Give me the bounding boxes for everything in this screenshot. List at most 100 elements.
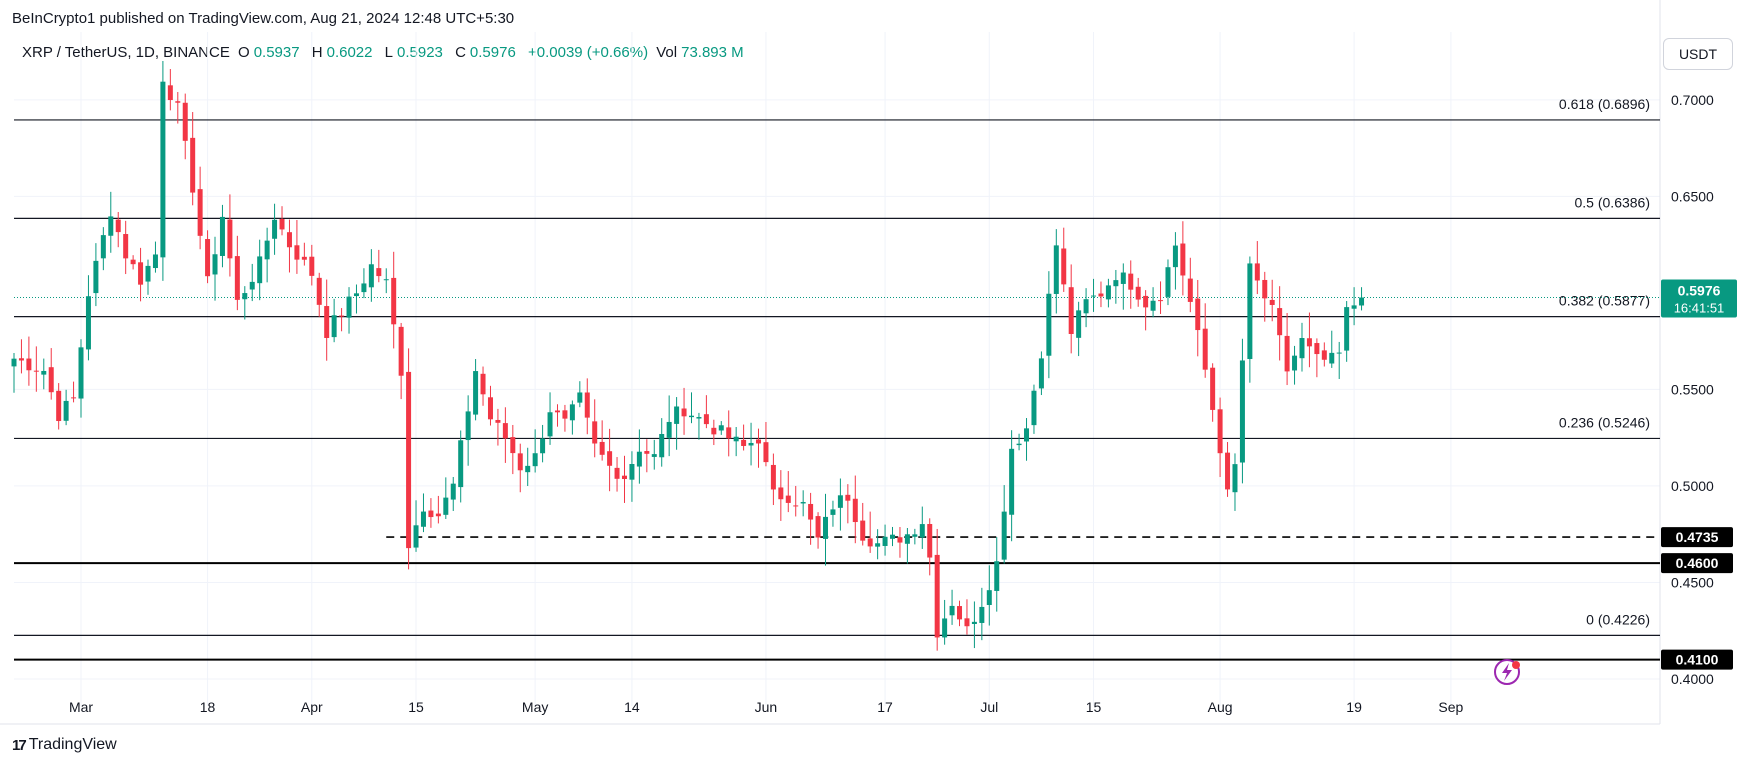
candle-body bbox=[324, 306, 330, 338]
candle-body bbox=[904, 534, 910, 544]
change-value: +0.0039 (+0.66%) bbox=[527, 44, 649, 61]
candle-body bbox=[1336, 352, 1342, 354]
candle-body bbox=[473, 371, 479, 415]
candle-body bbox=[979, 606, 985, 623]
x-tick-label: 18 bbox=[200, 699, 216, 715]
candle-body bbox=[257, 256, 263, 284]
candle-body bbox=[1016, 443, 1022, 446]
candle-body bbox=[599, 441, 605, 455]
candle-body bbox=[1284, 335, 1290, 372]
chart-grid bbox=[0, 0, 1661, 725]
candle-body bbox=[391, 277, 397, 325]
candle-body bbox=[301, 256, 307, 260]
candle-body bbox=[1009, 448, 1015, 515]
tradingview-brand[interactable]: 17 TradingView bbox=[12, 736, 117, 754]
candle-body bbox=[85, 296, 91, 350]
low-value: L 0.5923 bbox=[384, 44, 443, 61]
symbol-legend: XRP / TetherUS, 1D, BINANCE O 0.5937 H 0.6… bbox=[22, 44, 752, 61]
x-tick-label: 19 bbox=[1346, 699, 1362, 715]
candle-body bbox=[1076, 310, 1082, 338]
lightning-icon bbox=[1502, 663, 1512, 681]
candle-body bbox=[480, 373, 486, 395]
currency-button[interactable]: USDT bbox=[1663, 38, 1733, 70]
symbol-name[interactable]: XRP / TetherUS, 1D, BINANCE bbox=[22, 44, 230, 61]
candle-body bbox=[540, 438, 546, 454]
support-tag bbox=[1661, 553, 1733, 574]
candle-body bbox=[108, 216, 114, 236]
last-price-label: 0.5976 bbox=[1678, 283, 1721, 299]
candle-body bbox=[502, 423, 508, 439]
candle-body bbox=[912, 534, 918, 537]
candle-body bbox=[1068, 287, 1074, 335]
candle-body bbox=[368, 264, 374, 288]
candle-body bbox=[614, 467, 620, 479]
candle-body bbox=[666, 421, 672, 438]
candle-body bbox=[294, 245, 300, 260]
candle-body bbox=[145, 265, 151, 282]
candle-body bbox=[279, 218, 285, 230]
close-value: C 0.5976 bbox=[455, 44, 516, 61]
candle-body bbox=[1098, 293, 1104, 297]
candle-body bbox=[1113, 280, 1119, 287]
candle-body bbox=[1329, 352, 1335, 364]
x-tick-label: 14 bbox=[624, 699, 640, 715]
candle-body bbox=[249, 281, 255, 290]
candle-body bbox=[18, 358, 24, 361]
support-levels bbox=[14, 297, 1660, 661]
candle-body bbox=[71, 397, 77, 399]
candle-body bbox=[1158, 300, 1164, 302]
candle-body bbox=[1143, 295, 1149, 308]
candle-body bbox=[674, 406, 680, 424]
chart-decorations bbox=[1494, 659, 1520, 685]
last-price-tag bbox=[1661, 279, 1737, 318]
candle-body bbox=[919, 524, 925, 538]
candle-body bbox=[33, 370, 39, 372]
x-tick-label: Jul bbox=[980, 699, 998, 715]
candle-body bbox=[949, 605, 955, 616]
candle-body bbox=[11, 358, 17, 367]
brand-name: TradingView bbox=[28, 736, 117, 753]
candle-body bbox=[845, 494, 851, 501]
candle-body bbox=[138, 262, 144, 285]
candle-body bbox=[63, 400, 69, 421]
price-tags: 0.4735 0.4600 0.4100 0.5976 16:41:51 bbox=[1661, 279, 1737, 670]
candle-body bbox=[190, 137, 196, 193]
candle-body bbox=[562, 410, 568, 419]
candle-body bbox=[197, 189, 203, 236]
candle-body bbox=[942, 618, 948, 638]
candle-body bbox=[353, 293, 359, 297]
y-tick-label: 0.4500 bbox=[1671, 574, 1714, 590]
high-value: H 0.6022 bbox=[311, 44, 373, 61]
candle-body bbox=[815, 516, 821, 538]
x-tick-label: 15 bbox=[1086, 699, 1102, 715]
candle-body bbox=[413, 525, 419, 548]
candle-body bbox=[1314, 343, 1320, 355]
candle-body bbox=[793, 505, 799, 507]
x-tick-label: 15 bbox=[408, 699, 424, 715]
fib-label: 0 (0.4226) bbox=[1586, 611, 1650, 627]
candle-body bbox=[1306, 338, 1312, 347]
candle-body bbox=[726, 427, 732, 439]
candles bbox=[11, 60, 1365, 651]
candle-body bbox=[1277, 308, 1283, 336]
candle-body bbox=[48, 367, 54, 393]
candle-body bbox=[1247, 263, 1253, 359]
candle-body bbox=[41, 370, 47, 375]
candle-body bbox=[383, 279, 389, 281]
candle-body bbox=[1239, 360, 1245, 463]
candle-body bbox=[435, 513, 441, 517]
candle-body bbox=[339, 315, 345, 317]
candle-body bbox=[1038, 358, 1044, 389]
candle-body bbox=[242, 293, 248, 300]
candle-body bbox=[93, 260, 99, 294]
candle-body bbox=[56, 390, 62, 422]
open-value: O 0.5937 bbox=[238, 44, 300, 61]
candle-body bbox=[629, 464, 635, 480]
candle-body bbox=[718, 425, 724, 431]
fib-levels: 0.618 (0.6896) 0.5 (0.6386) 0.382 (0.5877)… bbox=[14, 96, 1660, 636]
candle-body bbox=[1150, 300, 1156, 311]
candle-body bbox=[1344, 307, 1350, 351]
candle-body bbox=[1351, 305, 1357, 309]
candle-body bbox=[659, 434, 665, 458]
